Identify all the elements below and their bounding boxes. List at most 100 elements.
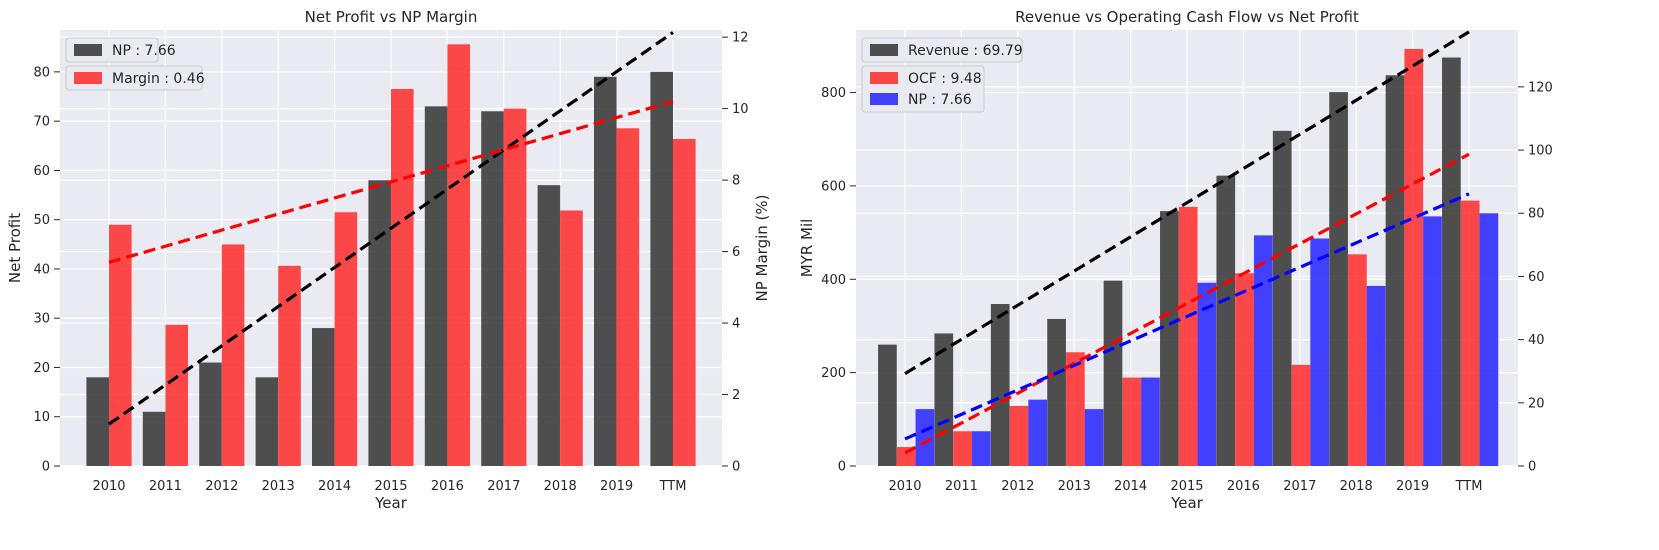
bar (934, 333, 954, 466)
x-tick-label: 2019 (600, 479, 633, 494)
bar (278, 265, 301, 466)
y-tick-label: 80 (33, 65, 50, 80)
legend-swatch (870, 44, 898, 56)
y-tick-label: 60 (33, 164, 50, 179)
x-tick-label: 2010 (92, 479, 125, 494)
bar (1028, 399, 1048, 466)
x-tick-label: 2011 (945, 479, 978, 494)
y2-tick-label: 4 (732, 317, 740, 332)
x-tick-label: 2012 (205, 479, 238, 494)
y2-tick-label: 8 (732, 174, 740, 189)
bar (312, 328, 335, 466)
bar (1404, 48, 1424, 467)
bar (1423, 216, 1442, 466)
bar (503, 108, 527, 466)
bar (199, 362, 222, 466)
chart-1: 0 10 20 30 40 50 60 70 80 0 2 4 6 8 10 12 2010 2011 2012 20… (6, 8, 771, 512)
bar (255, 377, 279, 466)
y-axis-label: Net Profit (6, 213, 24, 283)
bar (165, 324, 188, 466)
y2-tick-label: 12 (732, 31, 749, 46)
x-tick-label: 2016 (1227, 479, 1260, 494)
bar (447, 44, 470, 467)
legend-label: NP : 7.66 (908, 92, 972, 108)
bar (1235, 273, 1254, 466)
legend-box: Margin : 0.46 (65, 65, 205, 91)
bar (1084, 409, 1104, 466)
y2-tick-label: 80 (1528, 207, 1545, 222)
bar (368, 180, 391, 466)
y-tick-label: 600 (821, 179, 846, 194)
x-tick-label: 2015 (374, 479, 407, 494)
trend-line (904, 30, 1470, 375)
y2-tick-label: 6 (732, 245, 740, 260)
chart-title: Revenue vs Operating Cash Flow vs Net Pr… (1015, 8, 1359, 26)
y2-tick-label: 20 (1528, 396, 1545, 411)
y-tick-label: 400 (821, 273, 846, 288)
bar (1291, 364, 1311, 466)
bar (1253, 235, 1273, 466)
bar (86, 377, 109, 466)
bar (971, 431, 991, 466)
x-tick-label: 2013 (262, 479, 295, 494)
bar (334, 212, 358, 466)
legend-swatch (74, 44, 102, 56)
x-tick-label: 2014 (318, 479, 351, 494)
y-tick-label: 0 (838, 460, 846, 475)
x-axis-label: Year (374, 494, 408, 512)
x-tick-label: 2017 (487, 479, 520, 494)
legend-label: OCF : 9.48 (908, 71, 982, 87)
y2-tick-label: 100 (1528, 144, 1553, 159)
x-tick-label: 2014 (1114, 479, 1147, 494)
x-tick-label: 2011 (149, 479, 182, 494)
legend-box: Revenue : 69.79 (861, 37, 1023, 63)
bar (109, 224, 132, 466)
legend-swatch (870, 72, 898, 84)
bar (1066, 352, 1085, 466)
x-tick-label: 2017 (1283, 479, 1316, 494)
y2-tick-label: 60 (1528, 270, 1545, 285)
y-tick-label: 40 (33, 262, 50, 277)
y-tick-label: 200 (821, 366, 846, 381)
bar (1103, 280, 1123, 466)
legend-box: OCF : 9.48 NP : 7.66 (861, 65, 985, 113)
y-tick-label: 800 (821, 86, 846, 101)
bar (221, 244, 245, 466)
bar (990, 304, 1010, 466)
x-tick-label: 2018 (544, 479, 577, 494)
trend-line (108, 31, 674, 426)
bar (616, 128, 640, 466)
trend-line (108, 99, 674, 264)
x-tick-label: TTM (659, 479, 687, 494)
bar (1178, 206, 1198, 466)
y2-tick-label: 120 (1528, 80, 1553, 95)
bar (1160, 211, 1179, 466)
legend-label: NP : 7.66 (112, 43, 176, 59)
x-tick-label: TTM (1455, 479, 1483, 494)
y2-tick-label: 40 (1528, 333, 1545, 348)
chart-title: Net Profit vs NP Margin (305, 8, 478, 26)
y-tick-label: 20 (33, 361, 50, 376)
y2-tick-label: 0 (1528, 460, 1536, 475)
legend-swatch (74, 72, 102, 84)
bar (1216, 175, 1236, 467)
bar (1272, 130, 1292, 466)
bar (142, 411, 166, 466)
y-tick-label: 50 (33, 213, 50, 228)
bar (594, 76, 617, 467)
y-tick-label: 30 (33, 312, 50, 327)
bar (953, 431, 972, 466)
legend-box: NP : 7.66 (65, 37, 176, 63)
y-tick-label: 10 (33, 410, 50, 425)
x-tick-label: 2015 (1170, 479, 1203, 494)
bar (1009, 405, 1029, 466)
bar (1442, 57, 1461, 467)
x-tick-label: 2018 (1340, 479, 1373, 494)
bar (1348, 254, 1367, 466)
bar (1141, 377, 1160, 466)
bar (1197, 282, 1217, 466)
bar (1366, 285, 1386, 466)
y-tick-label: 0 (42, 460, 50, 475)
y-axis-label: MYR Mil (798, 219, 816, 278)
